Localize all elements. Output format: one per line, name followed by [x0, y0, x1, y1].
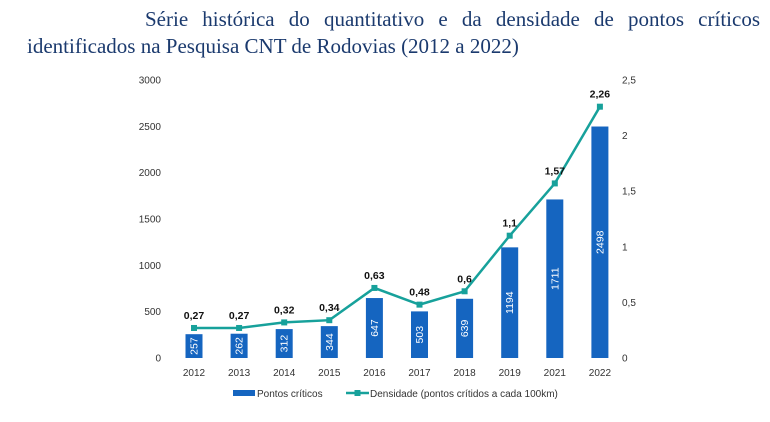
density-value-label: 0,27: [184, 310, 205, 322]
density-point: [461, 288, 468, 295]
legend-swatch-bars: [233, 390, 255, 396]
legend-label-line: Densidade (pontos crítidos a cada 100km): [370, 389, 558, 400]
bar-value-label: 344: [324, 333, 336, 351]
left-axis-tick: 2000: [139, 168, 162, 179]
left-axis-tick: 1000: [139, 261, 162, 272]
density-value-label: 0,27: [229, 310, 250, 322]
chart-title: Série histórica do quantitativo e da den…: [27, 6, 760, 60]
density-point: [371, 284, 378, 291]
bar-value-label: 1711: [549, 267, 561, 290]
density-value-label: 1,57: [545, 165, 566, 177]
density-point: [236, 324, 243, 331]
bar: [185, 334, 203, 358]
right-axis-tick: 2: [622, 131, 628, 142]
density-value-label: 0,32: [274, 304, 295, 316]
left-axis-tick: 2500: [139, 122, 162, 133]
density-point: [596, 103, 603, 110]
x-axis-tick: 2018: [453, 368, 476, 379]
legend-label-bars: Pontos críticos: [257, 389, 323, 400]
density-value-label: 0,48: [409, 287, 430, 299]
density-point: [416, 301, 423, 308]
x-axis-tick: 2016: [363, 368, 386, 379]
bar-value-label: 647: [369, 319, 381, 337]
density-point: [551, 180, 558, 187]
density-value-label: 0,63: [364, 270, 385, 282]
bar: [365, 298, 383, 358]
density-point: [326, 317, 333, 324]
left-axis-tick: 0: [155, 354, 161, 365]
bar-value-label: 2498: [594, 230, 606, 254]
legend-swatch-marker: [354, 390, 361, 396]
density-value-label: 0,6: [457, 273, 472, 285]
right-axis-tick: 1,5: [622, 187, 636, 198]
bar: [320, 326, 338, 358]
x-axis-tick: 2012: [183, 368, 206, 379]
density-value-label: 2,26: [590, 89, 611, 101]
left-axis-tick: 1500: [139, 215, 162, 226]
density-point: [191, 324, 197, 331]
bar: [591, 126, 609, 358]
density-line: [194, 106, 601, 330]
bar-value-label: 257: [189, 337, 201, 355]
density-point: [281, 319, 288, 326]
left-axis-tick: 500: [144, 307, 161, 318]
bar: [230, 333, 248, 358]
bar: [275, 329, 293, 358]
x-axis-tick: 2013: [228, 368, 251, 379]
bar: [546, 199, 564, 358]
title-line-1: Série histórica do quantitativo e da den…: [145, 7, 760, 31]
bar-value-label: 503: [414, 326, 426, 344]
bar-value-label: 312: [279, 335, 291, 353]
bar: [501, 247, 519, 358]
bar-value-label: 1194: [504, 291, 516, 314]
x-axis-tick: 2017: [408, 368, 431, 379]
density-value-label: 1,1: [502, 218, 517, 230]
x-axis-tick: 2014: [273, 368, 296, 379]
bar-value-label: 262: [234, 337, 246, 355]
bar: [411, 311, 428, 358]
x-axis-tick: 2021: [544, 368, 567, 379]
density-value-label: 0,34: [319, 302, 340, 314]
bar-value-label: 639: [459, 319, 471, 337]
right-axis-tick: 0,5: [622, 298, 636, 309]
bar: [456, 298, 474, 358]
title-line-2: identificados na Pesquisa CNT de Rodovia…: [27, 34, 519, 58]
left-axis-tick: 3000: [139, 76, 162, 87]
density-point: [506, 232, 513, 239]
right-axis-tick: 1: [622, 242, 628, 253]
right-axis-tick: 2,5: [622, 76, 636, 87]
x-axis-tick: 2022: [589, 368, 612, 379]
x-axis-tick: 2019: [499, 368, 522, 379]
x-axis-tick: 2015: [318, 368, 341, 379]
right-axis-tick: 0: [622, 354, 628, 365]
